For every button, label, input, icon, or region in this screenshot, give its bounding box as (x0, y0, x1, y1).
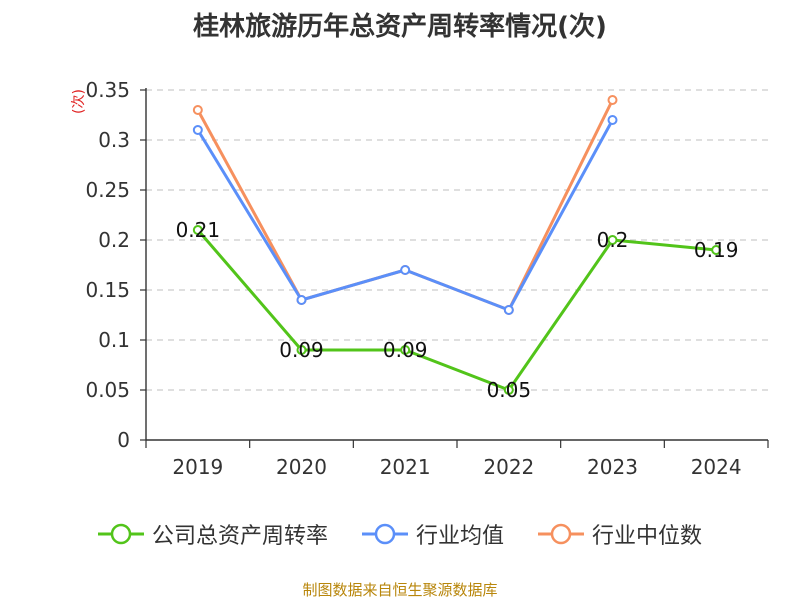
y-tick-label: 0 (117, 428, 130, 452)
y-tick-label: 0.15 (85, 278, 130, 302)
x-tick-label: 2023 (587, 455, 638, 479)
chart-title: 桂林旅游历年总资产周转率情况(次) (193, 12, 607, 42)
data-source-note: 制图数据来自恒生聚源数据库 (302, 581, 498, 599)
grid-lines (146, 89, 768, 391)
legend: 公司总资产周转率 行业均值 行业中位数 (0, 518, 800, 550)
legend-label-company: 公司总资产周转率 (151, 524, 328, 549)
legend-item-company[interactable]: 公司总资产周转率 (97, 518, 328, 550)
axes (140, 88, 769, 448)
series-point-2 (607, 95, 618, 105)
legend-label-industry-median: 行业中位数 (592, 524, 703, 549)
series-lines (192, 95, 722, 395)
x-tick-label: 2022 (483, 455, 534, 479)
legend-item-industry-median[interactable]: 行业中位数 (538, 518, 702, 550)
legend-item-industry-mean[interactable]: 行业均值 (361, 518, 504, 550)
series-point-0 (503, 385, 514, 395)
data-labels: 0.21 0.09 0.09 0.05 0.2 0.19 (176, 218, 739, 402)
series-line-2 (196, 99, 614, 312)
x-tick-label: 2019 (172, 455, 223, 479)
series-point-2 (192, 105, 203, 115)
series-point-0 (711, 245, 722, 255)
legend-label-industry-mean: 行业均值 (415, 524, 504, 549)
x-tick-label: 2021 (380, 455, 431, 479)
legend-marker-industry-median (538, 523, 584, 545)
y-tick-labels: 0 0.05 0.1 0.15 0.2 0.25 0.3 0.35 (85, 78, 130, 452)
data-label: 0.05 (487, 378, 532, 402)
series-line-0 (196, 229, 717, 392)
data-label: 0.19 (694, 238, 739, 262)
y-tick-label: 0.25 (85, 178, 130, 202)
series-point-1 (503, 305, 514, 315)
data-label: 0.09 (279, 338, 324, 362)
series-point-0 (400, 345, 411, 355)
data-label: 0.2 (597, 228, 629, 252)
series-line-1 (196, 119, 614, 312)
y-tick-label: 0.05 (85, 378, 130, 402)
series-point-1 (400, 265, 411, 275)
series-point-1 (192, 125, 203, 135)
y-tick-label: 0.1 (98, 328, 130, 352)
legend-marker-industry-mean (361, 523, 408, 545)
y-tick-label: 0.3 (98, 128, 130, 152)
x-tick-label: 2024 (691, 455, 742, 479)
x-tick-labels: 2019 2020 2021 2022 2023 2024 (172, 455, 741, 479)
data-label: 0.09 (383, 338, 428, 362)
series-point-1 (607, 115, 618, 125)
legend-marker-company (97, 523, 144, 545)
series-point-0 (192, 225, 203, 235)
y-tick-label: 0.35 (85, 78, 130, 102)
series-point-1 (296, 295, 307, 305)
series-point-0 (296, 345, 307, 355)
series-point-0 (607, 235, 618, 245)
y-tick-label: 0.2 (98, 228, 130, 252)
data-label: 0.21 (176, 218, 221, 242)
x-tick-label: 2020 (276, 455, 327, 479)
